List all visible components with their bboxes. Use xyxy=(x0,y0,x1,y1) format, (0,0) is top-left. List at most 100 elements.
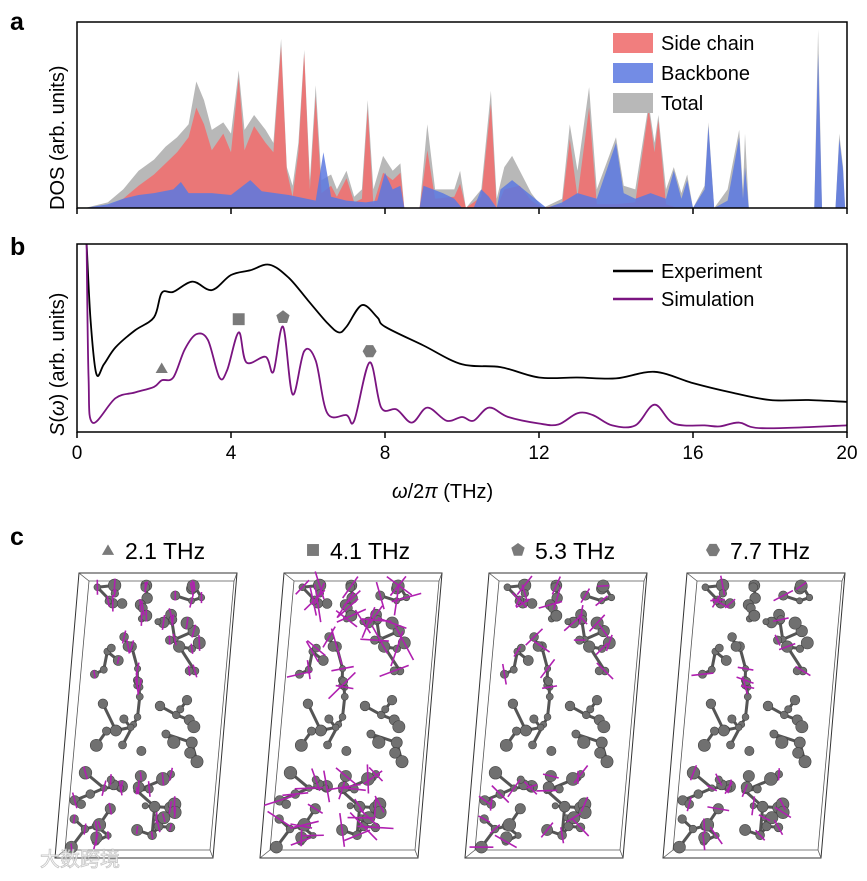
atom xyxy=(721,655,731,665)
unit-cell-edge xyxy=(210,850,213,858)
dos-areas xyxy=(85,29,845,208)
atom xyxy=(578,736,590,748)
unit-cell-inner xyxy=(270,581,439,850)
atom xyxy=(270,841,282,853)
displacement-arrow xyxy=(138,780,139,794)
atom xyxy=(503,818,516,831)
atom xyxy=(731,641,741,651)
mode-label: 4.1 THz xyxy=(330,538,410,564)
atom xyxy=(510,666,517,673)
unit-cell-edge xyxy=(489,573,499,581)
atom xyxy=(592,695,602,705)
unit-cell-edge xyxy=(465,850,475,858)
atom xyxy=(168,736,180,748)
atom xyxy=(137,746,146,755)
atom xyxy=(785,706,792,713)
atom xyxy=(188,721,200,733)
atom xyxy=(127,724,134,731)
structure-panel-5-3-thz: 5.3 THz xyxy=(465,538,647,858)
hexagon-marker xyxy=(363,345,377,357)
atom xyxy=(489,766,502,779)
displacement-arrow xyxy=(492,786,509,803)
displacement-arrow xyxy=(710,827,722,844)
atom xyxy=(119,741,127,749)
atom xyxy=(515,804,525,814)
displacement-arrow xyxy=(360,639,389,641)
atom xyxy=(715,644,723,652)
mode-structures: 2.1 THz 4.1 THz 5.3 THz 7.7 THz xyxy=(55,538,845,858)
atom xyxy=(740,824,751,835)
atom xyxy=(565,619,571,625)
atom xyxy=(801,637,813,649)
unit-cell-inner xyxy=(65,581,234,850)
atom xyxy=(796,721,808,733)
atom xyxy=(710,727,718,735)
atom xyxy=(547,746,556,755)
atom xyxy=(523,655,533,665)
atom xyxy=(390,747,401,758)
atom xyxy=(117,599,127,609)
x-tick-label: 0 xyxy=(72,443,83,464)
atom xyxy=(728,715,736,723)
atom xyxy=(182,695,192,705)
displacement-arrow xyxy=(137,826,138,834)
atom xyxy=(284,766,297,779)
atom xyxy=(595,747,606,758)
x-tick-label: 12 xyxy=(528,443,549,464)
atom xyxy=(177,706,184,713)
atom xyxy=(673,841,685,853)
s-omega-x-label: ω/2π (THz) xyxy=(392,481,493,503)
atom xyxy=(307,727,315,735)
atom xyxy=(776,736,788,748)
atom xyxy=(107,644,115,652)
legend-label-side-chain: Side chain xyxy=(661,33,754,55)
atom xyxy=(794,737,805,748)
atom xyxy=(120,715,128,723)
x-tick-label: 8 xyxy=(380,443,391,464)
displacement-arrow xyxy=(108,831,109,839)
atom xyxy=(555,785,563,793)
atom xyxy=(552,803,558,809)
x-tick-label: 4 xyxy=(226,443,237,464)
triangle-marker xyxy=(156,363,168,374)
displacement-arrow xyxy=(156,812,157,823)
unit-cell-edge xyxy=(260,850,270,858)
atom xyxy=(598,721,610,733)
atom xyxy=(551,610,562,621)
atom xyxy=(387,695,397,705)
atom xyxy=(155,619,161,625)
atom xyxy=(134,714,141,721)
atom xyxy=(318,655,328,665)
displacement-arrow xyxy=(175,807,176,818)
displacement-arrow xyxy=(110,774,111,785)
atom xyxy=(579,806,592,819)
atom xyxy=(749,610,760,621)
atom xyxy=(529,741,537,749)
area-side-chain xyxy=(85,46,678,208)
atom xyxy=(185,747,196,758)
atom xyxy=(718,725,729,736)
square-icon xyxy=(307,544,319,556)
watermark: 大数跨境 xyxy=(40,848,120,871)
s-omega-y-label: S(ω) (arb. units) xyxy=(47,293,69,436)
atom xyxy=(743,770,754,781)
dos-x-ticks xyxy=(77,208,847,214)
atom xyxy=(742,714,749,721)
atom xyxy=(763,619,769,625)
atom xyxy=(728,633,737,642)
unit-cell-edge xyxy=(663,850,673,858)
atom xyxy=(806,594,813,601)
unit-cell-edge xyxy=(415,850,418,858)
atom xyxy=(382,706,389,713)
atom xyxy=(325,715,333,723)
atom xyxy=(98,699,108,709)
atom xyxy=(546,693,553,700)
displacement-arrow xyxy=(152,832,153,840)
atom xyxy=(583,641,595,653)
dos-chart: DOS (arb. units) Side chain Backbone Tot… xyxy=(47,22,847,214)
atom xyxy=(530,715,538,723)
hexagon-icon xyxy=(706,544,720,556)
atom xyxy=(162,730,170,738)
unit-cell-edge xyxy=(687,573,697,581)
